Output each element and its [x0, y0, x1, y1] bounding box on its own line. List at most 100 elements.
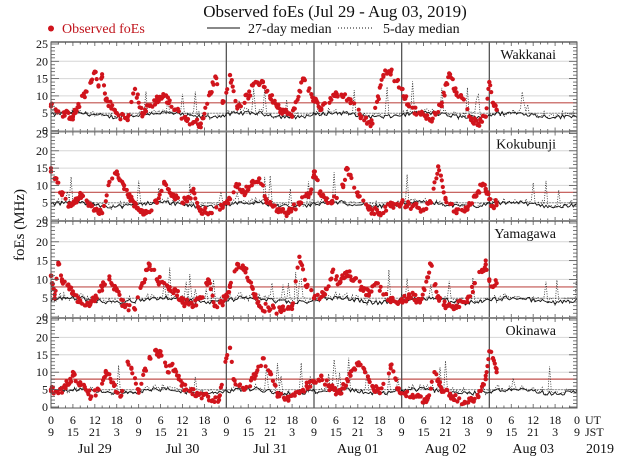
observed-point [370, 208, 375, 213]
observed-point [169, 193, 174, 198]
station-label: Kokubunji [496, 138, 556, 153]
observed-point [485, 364, 490, 369]
x-tick-label-jst: 9 [223, 425, 229, 439]
observed-point [125, 359, 130, 364]
observed-point [56, 390, 61, 396]
x-tick-label-ut: 18 [461, 413, 473, 427]
observed-point [367, 379, 372, 385]
x-tick-label-jst: 9 [136, 425, 142, 439]
observed-point [176, 109, 181, 114]
observed-point [439, 387, 444, 392]
observed-point [248, 384, 253, 389]
observed-point [53, 288, 58, 293]
observed-point [403, 390, 408, 396]
observed-point [103, 370, 109, 375]
observed-point [290, 206, 295, 211]
observed-point [450, 77, 455, 82]
observed-point [231, 190, 236, 195]
observed-point [205, 277, 211, 282]
observed-point [334, 274, 339, 279]
y-tick-label: 10 [36, 178, 48, 192]
observed-point [456, 207, 461, 212]
observed-point [167, 285, 172, 290]
observed-point [157, 192, 162, 197]
observed-point [126, 113, 131, 118]
observed-point [268, 370, 273, 375]
observed-point [421, 207, 426, 212]
x-axis-jst-row-label: JST [585, 425, 604, 439]
x-tick-label-jst: 9 [574, 425, 580, 439]
observed-point [181, 296, 186, 301]
observed-point [394, 377, 399, 382]
observed-point [100, 288, 105, 293]
five-day-median-line [50, 172, 578, 211]
observed-point [494, 200, 499, 205]
observed-point [99, 284, 105, 290]
panel-yamagawa: 0 5 10 15 20 25 Yamagawa [36, 216, 578, 324]
station-label: Yamagawa [494, 227, 556, 242]
observed-point [102, 282, 107, 287]
observed-point [191, 186, 196, 191]
x-tick-label-jst: 15 [242, 425, 254, 439]
x-tick-label-jst: 21 [264, 425, 276, 439]
observed-point [402, 293, 407, 299]
observed-point [431, 186, 436, 191]
observed-point [345, 379, 350, 384]
observed-point [191, 387, 196, 392]
observed-point [94, 77, 99, 82]
observed-point [445, 82, 450, 87]
x-tick-label-ut: 6 [333, 413, 339, 427]
observed-point [78, 193, 83, 198]
observed-point [143, 210, 149, 216]
observed-point [319, 193, 324, 198]
observed-point [96, 387, 101, 392]
observed-point [483, 377, 488, 382]
observed-point [297, 254, 302, 259]
observed-point [454, 210, 459, 216]
observed-point [246, 93, 251, 99]
observed-point [432, 370, 437, 375]
observed-point [260, 79, 266, 85]
observed-point [209, 90, 214, 95]
observed-point [84, 89, 89, 94]
observed-point [487, 197, 492, 202]
observed-point [159, 188, 164, 193]
observed-point [442, 93, 447, 98]
observed-point [165, 370, 171, 375]
y-tick-label: 0 [42, 310, 48, 324]
observed-point [213, 395, 218, 400]
observed-point [337, 281, 342, 286]
observed-point [143, 277, 148, 282]
observed-point [67, 204, 72, 209]
observed-point [92, 69, 98, 74]
observed-point [274, 311, 279, 316]
x-axis-date-label: Jul 29 [78, 442, 112, 457]
observed-point [143, 109, 149, 114]
observed-point [253, 373, 258, 378]
y-tick-label: 10 [36, 365, 48, 379]
observed-point [107, 179, 112, 185]
x-tick-label-jst: 3 [289, 425, 295, 439]
observed-point [211, 82, 216, 87]
observed-point [56, 262, 61, 267]
observed-point [203, 105, 208, 110]
x-tick-label-jst: 9 [486, 425, 492, 439]
observed-point [341, 93, 346, 99]
observed-point [220, 204, 225, 209]
x-tick-label-ut: 18 [198, 413, 210, 427]
x-tick-label-ut: 12 [527, 413, 539, 427]
observed-point [428, 117, 434, 123]
observed-point [468, 294, 473, 299]
x-tick-label-jst: 15 [155, 425, 167, 439]
observed-point [103, 97, 109, 102]
observed-point [191, 190, 196, 195]
observed-point [428, 386, 433, 391]
panels: 0 5 10 15 20 25 Wakkanai 0 5 10 15 20 25 Kokubunji 0 5 1… [36, 37, 578, 414]
y-tick-label: 25 [36, 313, 48, 327]
observed-point [292, 393, 297, 398]
observed-point [479, 183, 485, 188]
observed-point [300, 267, 306, 272]
observed-point [185, 297, 190, 302]
observed-point [273, 383, 278, 388]
observed-point [388, 366, 393, 371]
